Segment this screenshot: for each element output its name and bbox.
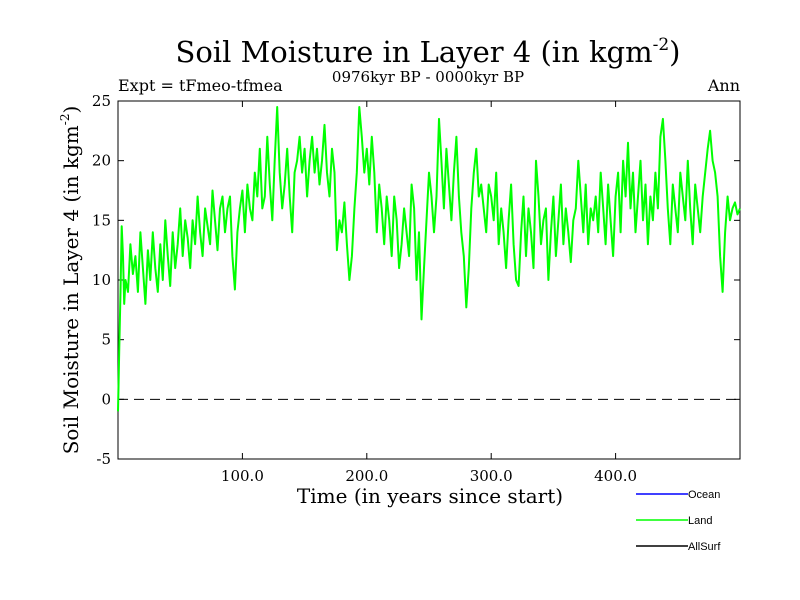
x-tick-label: 100.0 xyxy=(221,467,264,485)
chart-title: Soil Moisture in Layer 4 (in kgm-2) xyxy=(175,35,680,69)
y-axis-label: Soil Moisture in Layer 4 (in kgm-2) xyxy=(58,106,83,455)
x-axis-label: Time (in years since start) xyxy=(297,484,563,508)
y-tick-label: 15 xyxy=(92,211,111,229)
legend-label-ocean: Ocean xyxy=(688,489,720,501)
x-tick-label: 400.0 xyxy=(594,467,637,485)
season-label: Ann xyxy=(707,76,740,95)
experiment-label: Expt = tFmeo-tfmea xyxy=(118,76,283,95)
legend-label-allsurf: AllSurf xyxy=(688,541,721,553)
y-tick-label: 0 xyxy=(101,390,111,408)
y-tick-label: -5 xyxy=(96,450,111,468)
x-tick-label: 200.0 xyxy=(345,467,388,485)
y-tick-label: 5 xyxy=(101,331,111,349)
legend-label-land: Land xyxy=(688,515,712,527)
chart-subtitle: 0976kyr BP - 0000kyr BP xyxy=(332,68,524,86)
x-tick-label: 300.0 xyxy=(470,467,513,485)
y-tick-label: 25 xyxy=(92,92,111,110)
series-line-land xyxy=(117,106,741,412)
plot-frame xyxy=(117,100,741,460)
y-tick-label: 10 xyxy=(92,271,111,289)
legend: Ocean Land AllSurf xyxy=(636,489,721,553)
y-tick-label: 20 xyxy=(92,152,111,170)
